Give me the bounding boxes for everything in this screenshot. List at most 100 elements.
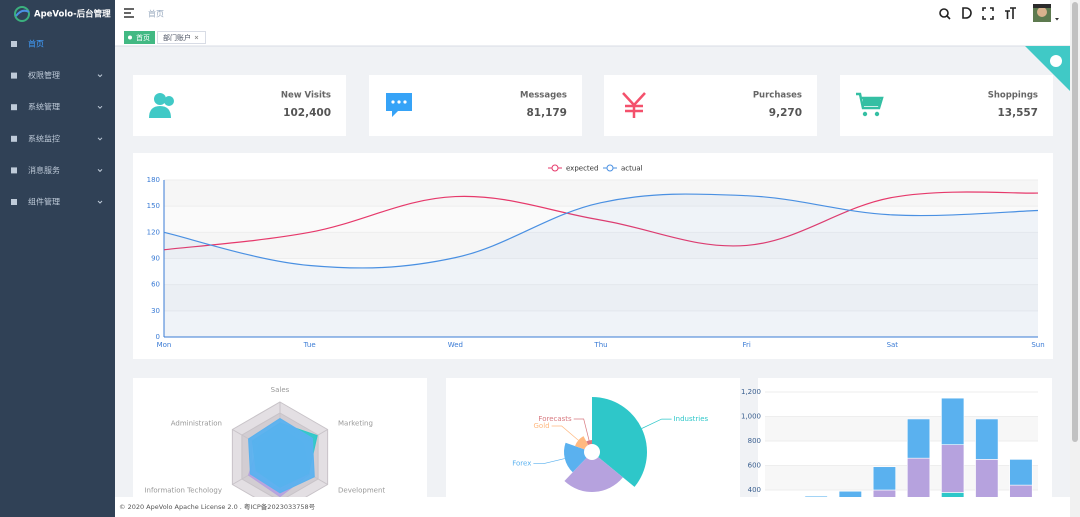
search-icon[interactable]	[939, 8, 951, 20]
series-line	[163, 191, 1039, 251]
series-line	[163, 193, 1039, 269]
card-icon-dot	[391, 100, 395, 104]
avatar-face	[1037, 7, 1047, 17]
y-tick-label: 400	[748, 486, 761, 494]
y-tick-label: 120	[147, 228, 160, 236]
menu-chevron	[97, 137, 103, 141]
card-value: 102,400	[283, 107, 331, 119]
card-value: 81,179	[526, 107, 567, 119]
rose-hole	[584, 444, 600, 460]
menu-chevron	[97, 105, 103, 109]
x-tick-label: Wed	[448, 341, 463, 349]
card-icon	[386, 93, 412, 117]
grid-band	[164, 258, 1038, 285]
slice-label: Forex	[512, 460, 531, 468]
card-label: New Visits	[281, 91, 331, 101]
card-icon	[874, 111, 880, 117]
card-icon	[149, 106, 171, 118]
card-label: Shoppings	[988, 91, 1038, 101]
label-line	[641, 418, 672, 429]
card-icon	[154, 93, 166, 105]
series-area	[164, 193, 1038, 337]
y-tick-label: 1,200	[741, 388, 761, 396]
y-tick-label: 30	[151, 307, 160, 315]
grid-band	[164, 232, 1038, 259]
card-value: 9,270	[769, 107, 802, 119]
legend-marker	[606, 164, 614, 172]
avatar-caret[interactable]	[1055, 18, 1059, 21]
size-icon[interactable]	[1005, 7, 1016, 19]
tag-dot	[128, 35, 132, 40]
menu-icon	[11, 104, 17, 111]
menu-item[interactable]: 系统管理	[28, 102, 60, 112]
grid-band	[164, 206, 1038, 233]
legend-label[interactable]: expected	[566, 165, 598, 173]
x-tick-label: Sat	[887, 341, 899, 349]
label-line	[573, 418, 590, 441]
bar-segment[interactable]	[1009, 459, 1033, 486]
y-tick-label: 600	[748, 462, 761, 470]
tag-active[interactable]	[124, 31, 155, 44]
tag[interactable]	[157, 31, 206, 44]
menu-icon	[11, 135, 17, 142]
legend-label[interactable]: actual	[621, 165, 643, 173]
menu-item[interactable]: 系统监控	[28, 133, 60, 143]
menu-item[interactable]: 消息服务	[28, 165, 60, 175]
grid-band	[164, 310, 1038, 337]
menu-item[interactable]: 组件管理	[28, 197, 60, 207]
y-tick-label: 800	[748, 437, 761, 445]
bar-segment[interactable]	[872, 466, 896, 491]
scrollbar-thumb[interactable]	[1072, 2, 1078, 442]
radar-area	[248, 417, 315, 494]
card-value: 13,557	[997, 107, 1038, 119]
legend-marker	[551, 164, 559, 172]
menu-item[interactable]: 权限管理	[28, 70, 60, 80]
tag-close[interactable]	[194, 35, 199, 40]
logo	[14, 6, 30, 22]
radar-indicator: Development	[338, 487, 385, 495]
card-icon	[862, 111, 868, 117]
y-tick-label: 1,000	[741, 413, 761, 421]
hamburger[interactable]	[124, 8, 134, 18]
stat-card[interactable]	[133, 75, 346, 136]
bar-segment[interactable]	[975, 418, 999, 460]
brand: ApeVolo-后台管理	[34, 9, 111, 20]
menu-chevron	[97, 74, 103, 78]
menu-chevron	[97, 200, 103, 204]
x-tick-label: Mon	[157, 341, 172, 349]
radar-indicator: Marketing	[338, 420, 373, 428]
label-line	[551, 425, 579, 441]
doc-icon[interactable]	[962, 7, 972, 19]
sidebar	[0, 0, 115, 517]
rose-slice[interactable]	[592, 397, 647, 487]
card-icon-dot	[397, 100, 401, 104]
bar-segment[interactable]	[941, 444, 965, 493]
slice-label: Gold	[534, 422, 550, 430]
tag-label[interactable]: 部门账户	[163, 33, 191, 42]
y-tick-label: 60	[151, 281, 160, 289]
x-tick-label: Fri	[742, 341, 750, 349]
tag-label[interactable]: 首页	[136, 33, 150, 42]
radar-indicator: Sales	[271, 386, 290, 394]
radar-indicator: Information Techology	[144, 487, 222, 495]
x-tick-label: Sun	[1031, 341, 1044, 349]
card-icon	[164, 96, 174, 106]
rose-slice[interactable]	[564, 452, 623, 492]
menu-item[interactable]: 首页	[28, 39, 44, 49]
radar-indicator: Administration	[171, 420, 222, 428]
card-label: Messages	[520, 91, 567, 101]
breadcrumb[interactable]: 首页	[148, 9, 164, 19]
bar-segment[interactable]	[907, 418, 931, 459]
grid-band	[164, 284, 1038, 311]
github-octocat	[1050, 55, 1062, 67]
slice-label: Industries	[674, 415, 709, 423]
fullscreen-icon[interactable]	[982, 7, 994, 20]
card-icon	[863, 98, 880, 106]
y-tick-label: 0	[156, 333, 160, 341]
footer-text: © 2020 ApeVolo Apache License 2.0 . 粤ICP…	[119, 502, 316, 511]
grid-band	[164, 180, 1038, 207]
bar-segment[interactable]	[941, 397, 965, 445]
footer	[115, 497, 1070, 517]
slice-label: Forecasts	[538, 415, 572, 423]
